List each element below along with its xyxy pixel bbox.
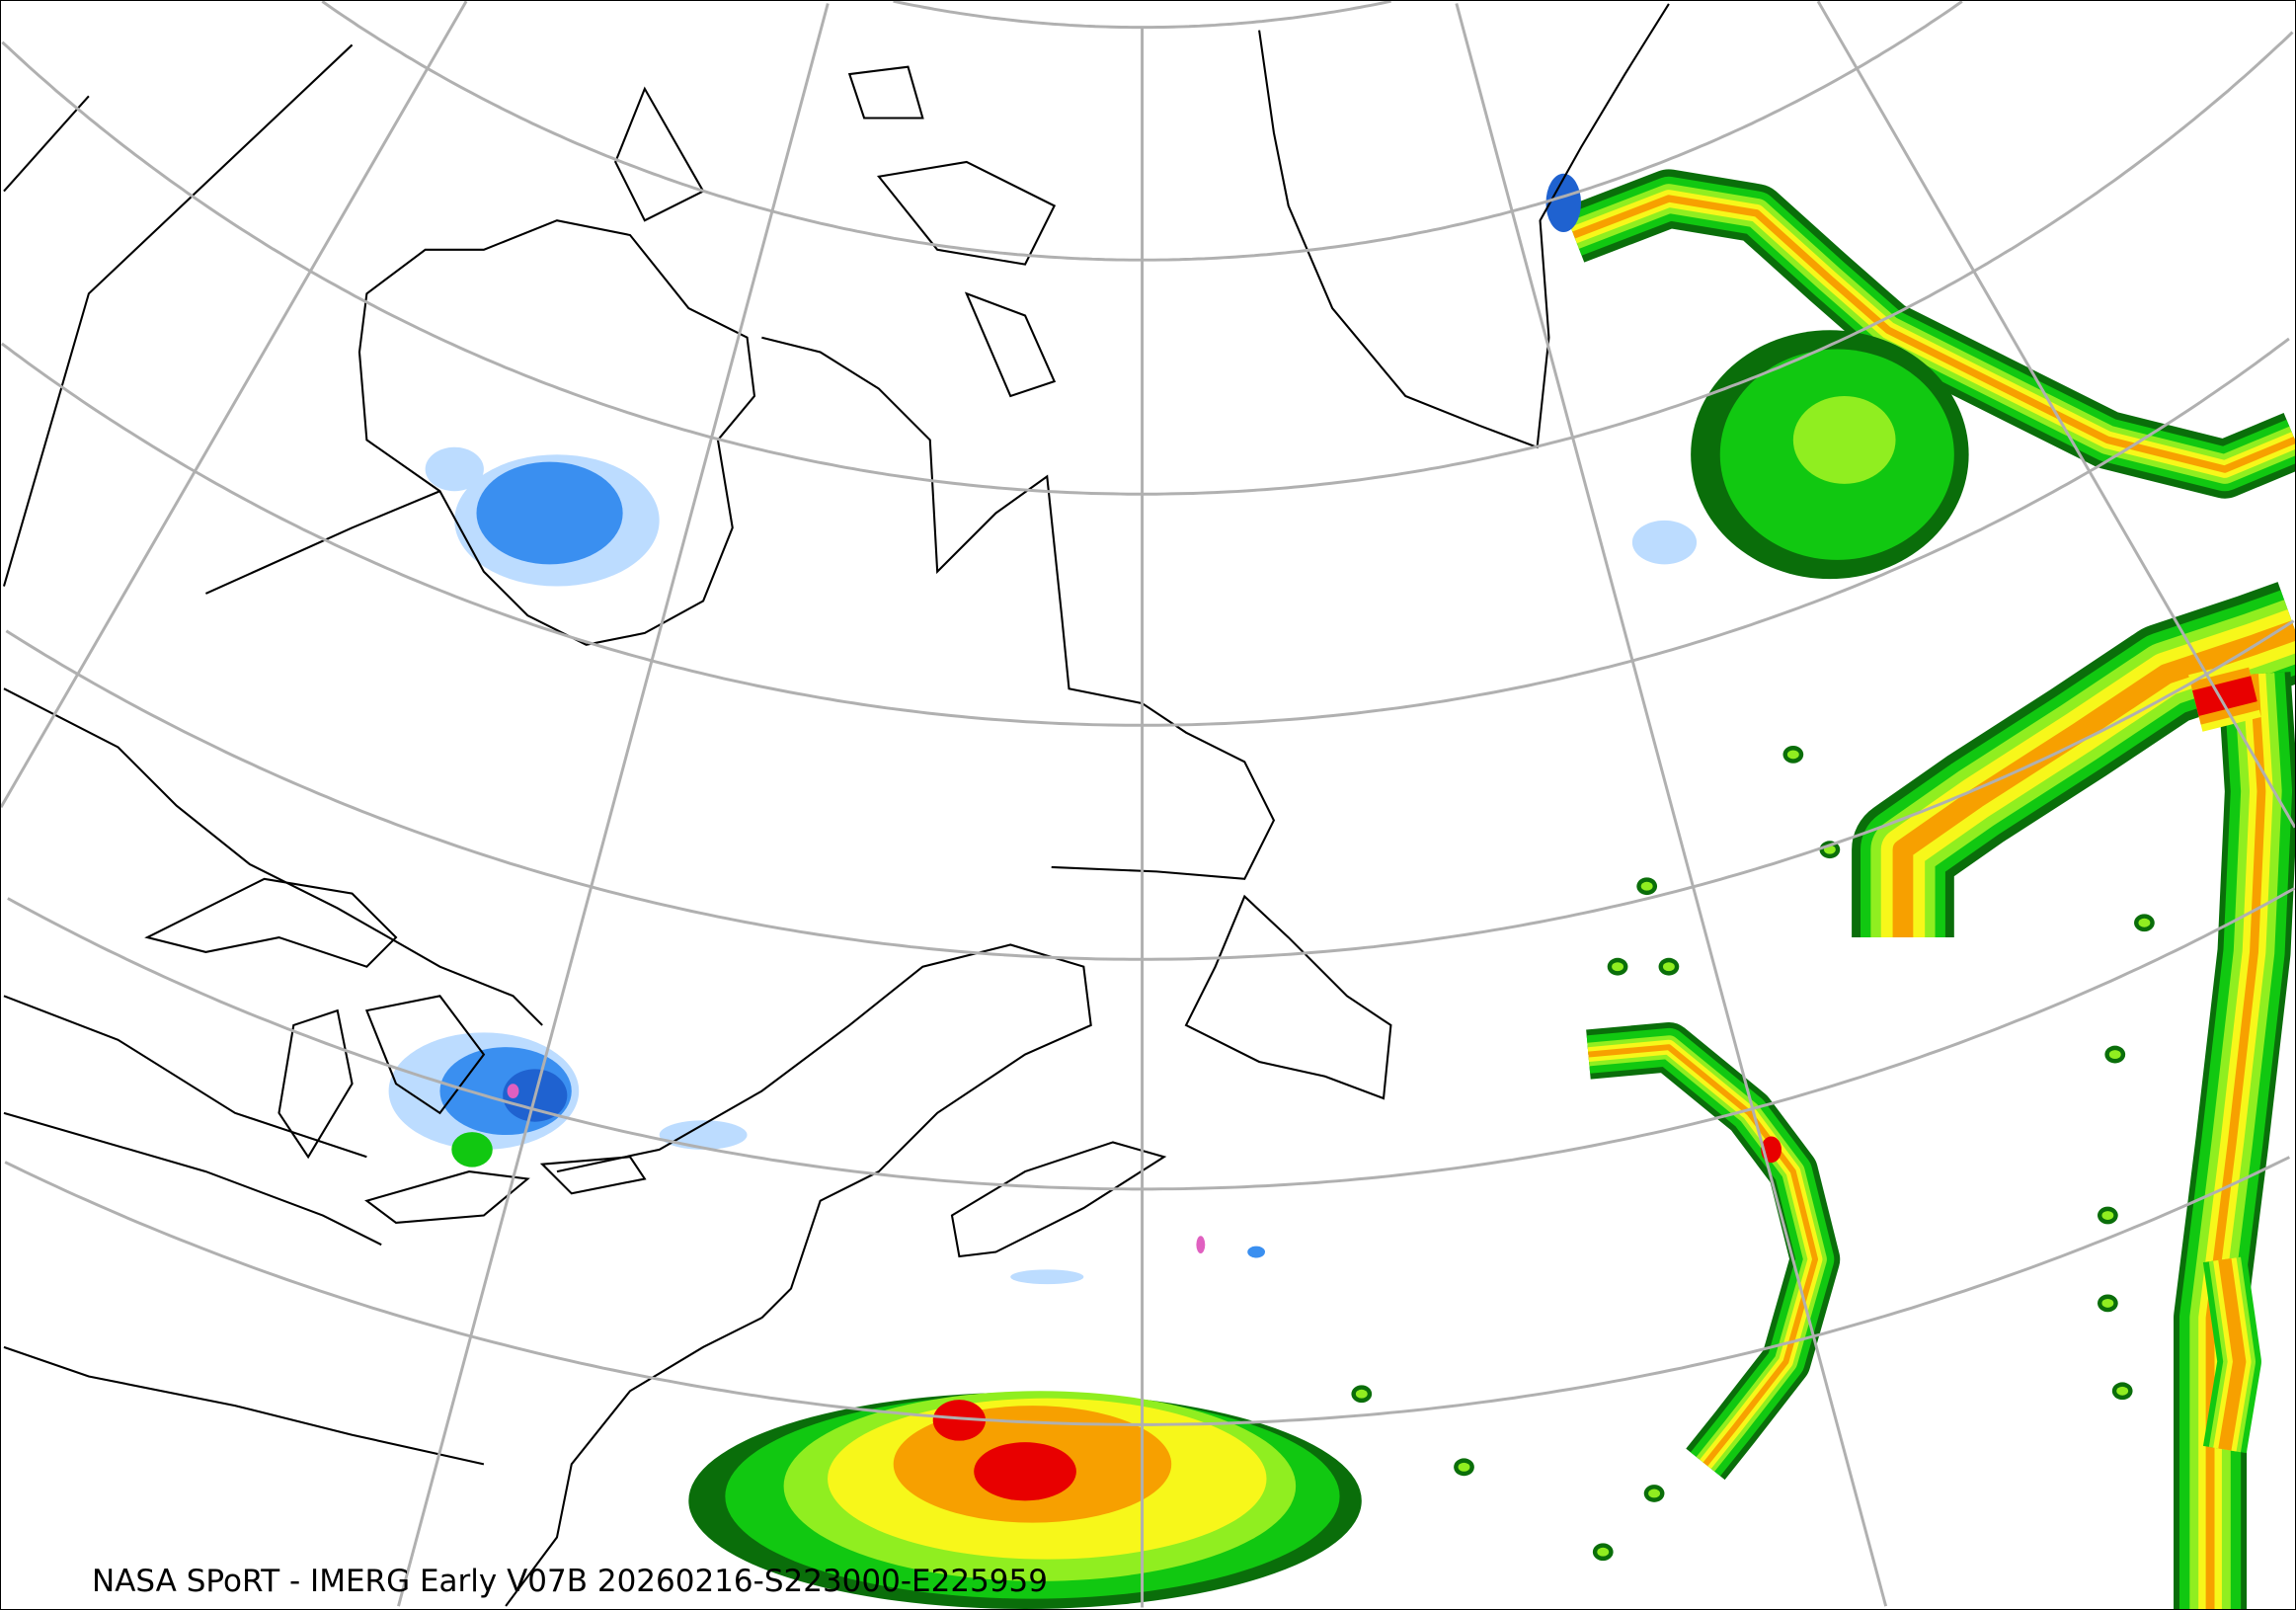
latitude-line <box>1 337 2290 727</box>
lake-huron <box>364 995 486 1115</box>
map-caption: NASA SPoRT - IMERG Early V07B 20260216-S… <box>92 1564 1048 1599</box>
precip-cell <box>1458 1462 1470 1472</box>
lake-ontario <box>539 1156 647 1195</box>
greenland-coast <box>1258 3 1670 449</box>
baffin-island <box>964 291 1057 398</box>
precip-cell <box>1786 750 1799 760</box>
precip-mixed <box>1196 1236 1206 1254</box>
precip-davis-strait <box>1631 520 1698 565</box>
arctic-island <box>614 86 705 222</box>
precip-cell <box>1662 962 1675 972</box>
precip-light <box>1247 1246 1266 1258</box>
precip-cell <box>2138 918 2151 927</box>
lake-superior <box>144 877 398 968</box>
precip-southern-storm <box>932 1400 987 1441</box>
precip-cell <box>2101 1211 2114 1220</box>
us-east-coast <box>505 1317 762 1607</box>
us-state-line <box>3 995 367 1159</box>
precipitation-layer <box>388 169 2295 1609</box>
precip-mixed <box>507 1084 519 1099</box>
us-state-line <box>3 1345 485 1466</box>
lake-erie <box>364 1170 530 1224</box>
precip-cyclone-core <box>2192 676 2257 716</box>
canada-us-border <box>3 687 543 1026</box>
longitude-line <box>1816 1 2295 829</box>
latitude-line <box>1 31 2294 496</box>
precip-frontal-band <box>1588 1044 1819 1467</box>
arctic-island <box>847 65 924 120</box>
canada-province-line <box>2 43 354 587</box>
precip-cell <box>1597 1547 1610 1557</box>
nova-scotia <box>950 1141 1167 1258</box>
precip-cell <box>1612 962 1623 972</box>
precip-cell <box>1648 1489 1661 1498</box>
st-lawrence-coast <box>556 943 1092 1319</box>
baffin-island <box>876 160 1057 266</box>
precip-greenland-band <box>1572 195 2295 473</box>
precip-greenland-coast <box>1545 173 1582 233</box>
canada-province-line <box>3 95 90 193</box>
precip-cell <box>1640 881 1653 891</box>
precip-labrador-sea <box>1792 395 1896 484</box>
precip-southern-storm <box>974 1442 1076 1501</box>
us-state-line <box>3 1111 382 1247</box>
labrador-coast <box>761 336 1276 880</box>
longitude-line <box>1455 3 1888 1607</box>
precip-great-lakes-convective <box>451 1132 493 1167</box>
precip-light <box>1010 1269 1084 1285</box>
coastlines-borders <box>2 3 1670 1607</box>
precip-cyclone-tail <box>2205 674 2266 1609</box>
precip-hudson-bay <box>425 446 484 492</box>
latitude-line <box>5 619 2295 961</box>
precip-cell <box>2101 1298 2114 1308</box>
latitude-line <box>893 1 1391 30</box>
latitude-line <box>4 1156 2291 1426</box>
latitude-line <box>7 887 2295 1191</box>
canada-province-line <box>204 490 440 595</box>
precip-cell <box>2116 1386 2129 1396</box>
precip-frontal-band <box>1586 1021 1841 1481</box>
lake-michigan <box>277 1008 354 1160</box>
longitude-line <box>397 3 830 1607</box>
newfoundland <box>1184 894 1392 1100</box>
precip-hudson-bay <box>476 461 623 565</box>
precip-cell <box>1355 1389 1368 1399</box>
longitude-line <box>1 1 468 808</box>
precip-cell <box>2108 1050 2121 1060</box>
precip-cyclone-tail <box>2218 1258 2247 1451</box>
